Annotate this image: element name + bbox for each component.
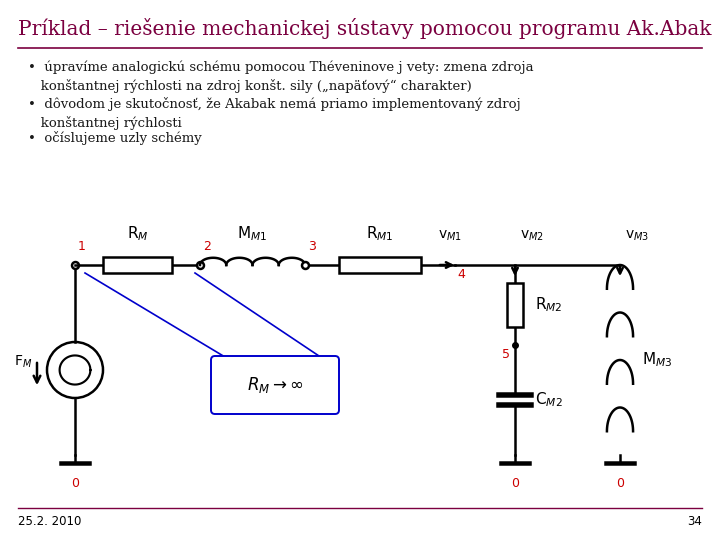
Text: C$_{M2}$: C$_{M2}$ bbox=[535, 390, 563, 409]
Text: 3: 3 bbox=[308, 240, 316, 253]
Text: 34: 34 bbox=[687, 515, 702, 528]
Text: •  očíslujeme uzly schémy: • očíslujeme uzly schémy bbox=[28, 131, 202, 145]
Text: v$_{M1}$: v$_{M1}$ bbox=[438, 228, 462, 243]
Text: F$_M$: F$_M$ bbox=[14, 354, 32, 370]
Text: M$_{M3}$: M$_{M3}$ bbox=[642, 350, 672, 369]
Text: v$_{M3}$: v$_{M3}$ bbox=[625, 228, 649, 243]
Text: R$_{M1}$: R$_{M1}$ bbox=[366, 224, 394, 243]
Text: 25.2. 2010: 25.2. 2010 bbox=[18, 515, 81, 528]
Text: $R_M \rightarrow \infty$: $R_M \rightarrow \infty$ bbox=[247, 375, 303, 395]
Bar bbox=[338, 257, 421, 273]
Text: 2: 2 bbox=[203, 240, 211, 253]
Text: M$_{M1}$: M$_{M1}$ bbox=[238, 224, 268, 243]
Text: •  úpravíme analogickú schému pomocou Théveninove j vety: zmena zdroja
   konšta: • úpravíme analogickú schému pomocou Thé… bbox=[28, 60, 534, 93]
Text: R$_{M2}$: R$_{M2}$ bbox=[535, 295, 562, 314]
Text: 5: 5 bbox=[502, 348, 510, 361]
Text: v$_{M2}$: v$_{M2}$ bbox=[520, 228, 544, 243]
Text: 1: 1 bbox=[78, 240, 86, 253]
Text: 0: 0 bbox=[511, 477, 519, 490]
Text: •  dôvodom je skutočnosť, že Akabak nemá priamo implementovaný zdroj
   konštant: • dôvodom je skutočnosť, že Akabak nemá … bbox=[28, 97, 521, 131]
Text: Príklad – riešenie mechanickej sústavy pomocou programu Ak.Abak: Príklad – riešenie mechanickej sústavy p… bbox=[18, 18, 711, 39]
FancyBboxPatch shape bbox=[211, 356, 339, 414]
Text: R$_M$: R$_M$ bbox=[127, 224, 148, 243]
Bar bbox=[507, 283, 523, 327]
Text: 0: 0 bbox=[616, 477, 624, 490]
Bar bbox=[103, 257, 172, 273]
Text: 0: 0 bbox=[71, 477, 79, 490]
Text: 4: 4 bbox=[457, 268, 465, 281]
